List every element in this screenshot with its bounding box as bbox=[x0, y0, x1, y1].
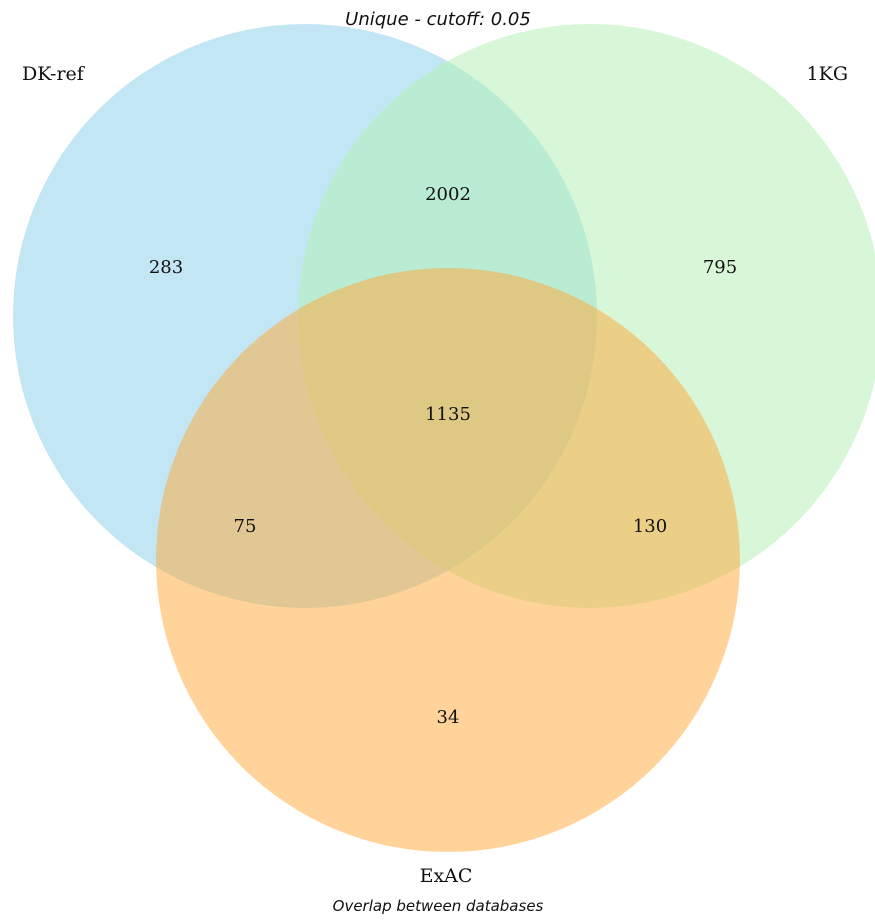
chart-caption: Overlap between databases bbox=[333, 897, 544, 915]
region-counts: 283 795 34 2002 75 130 1135 bbox=[149, 184, 737, 728]
region-count-ac: 75 bbox=[234, 516, 257, 537]
set-label-dk-ref: DK-ref bbox=[22, 63, 86, 85]
region-count-c: 34 bbox=[437, 707, 460, 728]
set-circle-exac bbox=[156, 268, 740, 852]
region-count-abc: 1135 bbox=[425, 404, 471, 425]
region-count-b: 795 bbox=[703, 257, 737, 278]
set-labels: DK-ref 1KG ExAC bbox=[22, 63, 848, 887]
region-count-a: 283 bbox=[149, 257, 183, 278]
region-count-bc: 130 bbox=[633, 516, 667, 537]
chart-title: Unique - cutoff: 0.05 bbox=[345, 9, 531, 30]
region-count-ab: 2002 bbox=[425, 184, 471, 205]
set-circles bbox=[13, 24, 875, 852]
set-label-1kg: 1KG bbox=[807, 63, 848, 85]
set-label-exac: ExAC bbox=[420, 865, 473, 887]
